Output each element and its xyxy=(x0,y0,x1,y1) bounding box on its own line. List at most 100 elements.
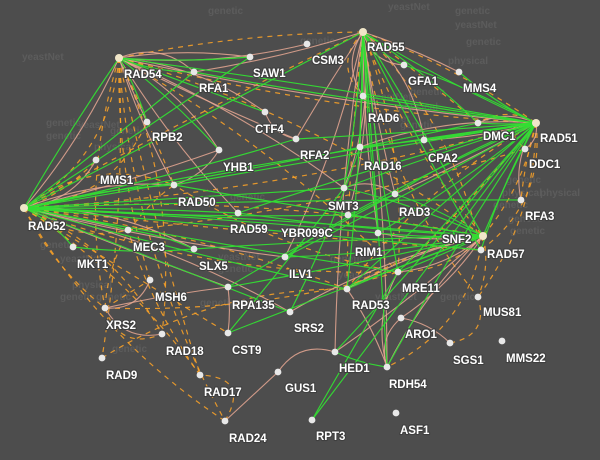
graph-node-yhb1[interactable] xyxy=(215,146,223,154)
watermark-text: genetic xyxy=(60,292,95,303)
node-label-rfa2: RFA2 xyxy=(300,150,329,162)
graph-node-mus81[interactable] xyxy=(474,293,482,301)
watermark-text: yeastNet xyxy=(338,270,380,281)
graph-node-hed1[interactable] xyxy=(331,348,339,356)
yeastnet-edge xyxy=(237,122,537,214)
graph-node-rad3[interactable] xyxy=(391,190,399,198)
yeastnet-edge xyxy=(423,122,537,141)
graph-node-aro1[interactable] xyxy=(397,314,405,322)
graph-node-rpb2[interactable] xyxy=(143,118,151,126)
graph-node-rad16[interactable] xyxy=(356,143,364,151)
graph-node-rad50[interactable] xyxy=(170,181,178,189)
physical-edge xyxy=(224,371,279,422)
graph-node-rad52[interactable] xyxy=(20,204,28,212)
graph-node-smt3[interactable] xyxy=(340,184,348,192)
graph-node-srs2[interactable] xyxy=(286,308,294,316)
graph-node-rad18[interactable] xyxy=(158,330,166,338)
graph-node-gus1[interactable] xyxy=(274,368,282,376)
graph-node-cpa2[interactable] xyxy=(420,136,428,144)
graph-node-rad57[interactable] xyxy=(477,246,485,254)
graph-node-mkt1[interactable] xyxy=(69,243,77,251)
graph-node-rim1[interactable] xyxy=(374,229,382,237)
physical-edge xyxy=(295,31,364,140)
physical-edge xyxy=(362,31,425,141)
yeastnet-edge xyxy=(346,31,364,290)
yeastnet-edge xyxy=(173,184,484,237)
graph-node-gfa1[interactable] xyxy=(400,61,408,69)
graph-node-mms4[interactable] xyxy=(455,68,463,76)
graph-node-slx5[interactable] xyxy=(190,245,198,253)
node-label-mms22: MMS22 xyxy=(506,353,546,365)
graph-node-rad54[interactable] xyxy=(115,54,123,62)
physical-edge xyxy=(23,57,120,209)
graph-node-rfa3[interactable] xyxy=(517,196,525,204)
node-label-dmc1: DMC1 xyxy=(483,131,516,143)
graph-node-rad9[interactable] xyxy=(98,354,106,362)
graph-node-rad53[interactable] xyxy=(343,285,351,293)
yeastnet-edge xyxy=(362,95,537,124)
node-label-yhb1: YHB1 xyxy=(223,162,254,174)
graph-node-rad59[interactable] xyxy=(234,209,242,217)
graph-node-csm3[interactable] xyxy=(303,40,311,48)
graph-node-rad6[interactable] xyxy=(359,92,367,100)
graph-node-rpt3[interactable] xyxy=(308,416,316,424)
node-label-rad52: RAD52 xyxy=(28,221,66,233)
graph-node-ilv1[interactable] xyxy=(281,253,289,261)
yeastnet-edge xyxy=(362,31,399,273)
graph-node-rad24[interactable] xyxy=(221,417,229,425)
node-label-smt3: SMT3 xyxy=(328,201,359,213)
yeastnet-edge xyxy=(23,71,195,209)
graph-node-ddc1[interactable] xyxy=(521,145,529,153)
graph-node-rfa2[interactable] xyxy=(292,135,300,143)
graph-node-rad55[interactable] xyxy=(359,28,367,36)
graph-node-rad51[interactable] xyxy=(532,119,540,127)
watermark-text: physical xyxy=(94,142,134,153)
yeastnet-edge xyxy=(118,57,537,124)
node-label-rad51: RAD51 xyxy=(540,133,578,145)
graph-node-dmc1[interactable] xyxy=(474,119,482,127)
graph-node-mms22[interactable] xyxy=(498,337,506,345)
physical-edge xyxy=(284,31,364,258)
watermark-text: genetic xyxy=(508,214,543,225)
yeastnet-edge xyxy=(362,31,379,234)
graph-node-xrs2[interactable] xyxy=(101,304,109,312)
physical-edge xyxy=(23,207,286,258)
graph-node-saw1[interactable] xyxy=(246,53,254,61)
graph-node-ctf4[interactable] xyxy=(261,108,269,116)
graph-node-msh6[interactable] xyxy=(146,276,154,284)
graph-node-mec3[interactable] xyxy=(124,226,132,234)
watermark-text: genetic xyxy=(110,126,145,137)
genetic-edge xyxy=(23,207,348,290)
watermark-text: yeastNet xyxy=(78,120,120,131)
yeastnet-edge xyxy=(289,146,361,313)
graph-node-mre11[interactable] xyxy=(394,268,402,276)
node-layer[interactable] xyxy=(20,28,540,425)
genetic-edge xyxy=(127,148,526,231)
graph-node-cst9[interactable] xyxy=(224,329,232,337)
graph-node-asf1[interactable] xyxy=(392,409,400,417)
node-label-mec3: MEC3 xyxy=(133,242,165,254)
node-label-rad17: RAD17 xyxy=(204,387,242,399)
graph-node-sgs1[interactable] xyxy=(446,339,454,347)
graph-node-rpa135[interactable] xyxy=(224,283,232,291)
graph-node-ybr099c[interactable] xyxy=(344,211,352,219)
node-label-rad3: RAD3 xyxy=(399,207,430,219)
physical-edge xyxy=(104,286,229,309)
genetic-edge xyxy=(118,57,484,237)
graph-node-snf2[interactable] xyxy=(479,232,487,240)
yeastnet-edge xyxy=(193,235,484,250)
node-label-rad53: RAD53 xyxy=(352,300,390,312)
watermark-text: genetic xyxy=(96,292,131,303)
graph-node-rfa1[interactable] xyxy=(190,68,198,76)
yeastnet-edge xyxy=(394,193,484,237)
node-label-layer: RAD54 SAW1 CSM3 RAD55 GFA1 MMS4 RFA1 RAD6 RPB2 CT… xyxy=(27,41,580,446)
yeastnet-edge xyxy=(295,122,537,140)
watermark-text: yeastNet xyxy=(218,252,260,263)
yeastnet-edge xyxy=(343,187,484,237)
graph-node-rad17[interactable] xyxy=(196,371,204,379)
graph-node-rdh54[interactable] xyxy=(383,363,391,371)
graph-node-mms1[interactable] xyxy=(92,156,100,164)
yeastnet-edge xyxy=(227,235,484,334)
